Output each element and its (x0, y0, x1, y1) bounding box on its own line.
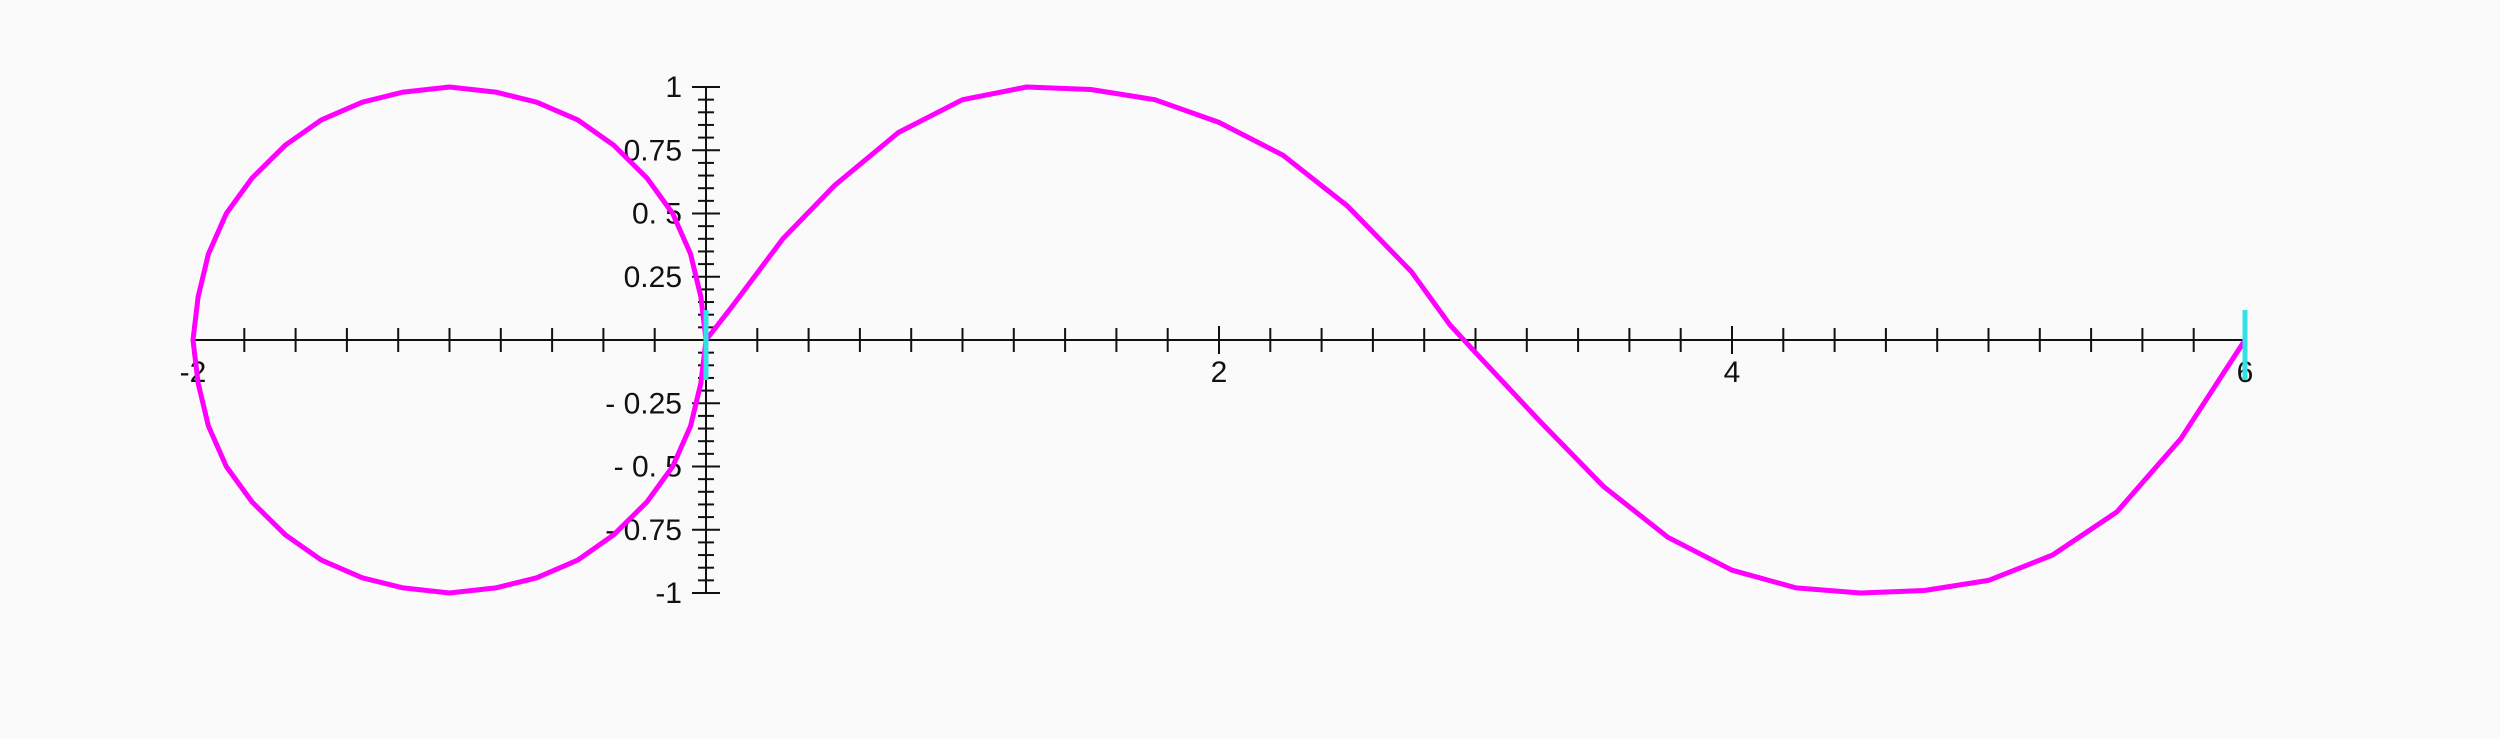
x-tick-label: 2 (1211, 356, 1228, 389)
y-tick-label: 1 (665, 71, 682, 104)
endpoint-markers (703, 310, 2248, 380)
x-tick-label: -2 (180, 356, 207, 389)
x-tick-labels: -2246 (180, 356, 2254, 389)
x-tick-label: 4 (1724, 356, 1741, 389)
y-tick-label: - 0.25 (605, 387, 682, 420)
y-tick-labels: 10.750. 50.25- 0.25- 0. 5- 0.75-1 (605, 71, 682, 610)
x-minor-ticks (192, 326, 2246, 354)
curves (190, 84, 2248, 596)
y-tick-label: -1 (655, 577, 682, 610)
series-line (190, 84, 2248, 596)
y-tick-label: 0.25 (624, 261, 682, 294)
